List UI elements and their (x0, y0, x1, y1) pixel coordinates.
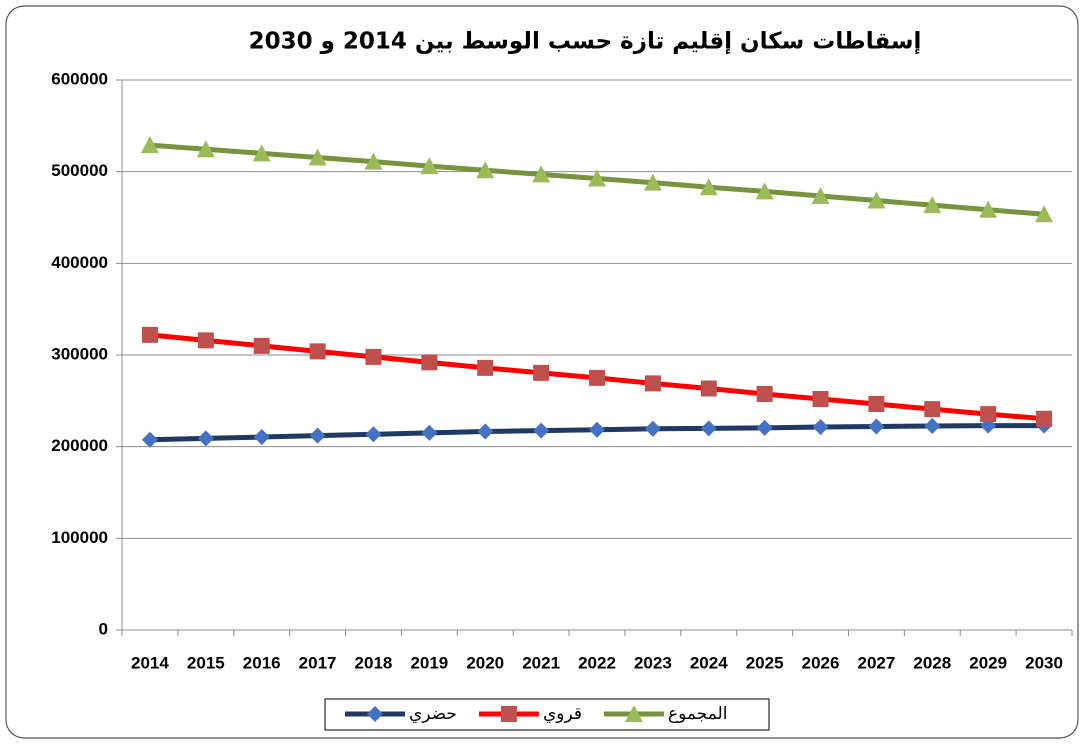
series-marker (477, 359, 494, 376)
series-marker (588, 169, 606, 187)
chart-title: إسقاطات سكان إقليم تازة حسب الوسط بين 20… (249, 29, 922, 55)
x-tick-label: 2022 (578, 653, 616, 672)
series-marker (253, 337, 270, 354)
series-marker (589, 421, 605, 438)
x-tick-label: 2017 (299, 653, 337, 672)
series-marker (755, 182, 774, 200)
series-marker (140, 136, 159, 154)
series-marker (1035, 205, 1054, 223)
series-marker (252, 144, 271, 162)
x-tick-label: 2025 (746, 653, 784, 672)
series-marker (980, 406, 997, 423)
series-marker (308, 148, 327, 166)
x-tick-label: 2020 (466, 653, 504, 672)
series-marker (700, 420, 717, 437)
series-marker (197, 332, 214, 349)
series-marker (421, 424, 438, 441)
y-tick-label: 400000 (51, 253, 108, 272)
series-marker (868, 396, 885, 413)
series-marker (196, 140, 215, 158)
series-marker (811, 186, 830, 204)
y-tick-label: 100000 (51, 528, 108, 547)
legend-label: المجموع (668, 704, 727, 724)
legend-marker (500, 706, 517, 722)
series-marker (476, 161, 495, 179)
series-marker (532, 165, 551, 183)
series-marker (141, 431, 158, 448)
x-tick-label: 2018 (355, 653, 393, 672)
series-marker (309, 343, 326, 360)
legend-label: قروي (543, 704, 582, 724)
series-marker (700, 380, 717, 397)
x-tick-label: 2023 (634, 653, 672, 672)
series-marker (420, 157, 439, 175)
x-tick-label: 2015 (187, 653, 225, 672)
series-marker (868, 418, 885, 435)
series-marker (924, 418, 941, 435)
x-tick-label: 2016 (243, 653, 281, 672)
x-tick-label: 2027 (857, 653, 895, 672)
x-tick-label: 2021 (522, 653, 560, 672)
x-tick-label: 2030 (1025, 653, 1063, 672)
series-marker (253, 429, 270, 446)
series-marker (365, 426, 382, 443)
series-marker (756, 385, 773, 402)
legend-label: حضري (409, 704, 457, 724)
x-tick-label: 2014 (131, 653, 169, 672)
series-marker (867, 191, 886, 209)
series-marker (643, 173, 662, 191)
series-marker (421, 354, 438, 371)
series-marker (533, 364, 550, 381)
y-tick-label: 200000 (51, 436, 108, 455)
x-tick-label: 2019 (410, 653, 448, 672)
series-marker (812, 418, 829, 435)
series-marker (924, 401, 941, 418)
series-marker (644, 420, 661, 437)
series-marker (365, 348, 382, 365)
series-marker (812, 391, 829, 407)
series-marker (699, 178, 718, 196)
series-marker (756, 419, 773, 436)
series-marker (923, 196, 942, 214)
series-marker (141, 326, 158, 343)
series-marker (364, 152, 383, 170)
series-marker (477, 423, 494, 440)
y-tick-label: 500000 (51, 161, 108, 180)
series-marker (644, 375, 661, 392)
x-tick-label: 2026 (802, 653, 840, 672)
series-marker (979, 200, 998, 218)
x-tick-label: 2029 (969, 653, 1007, 672)
x-tick-label: 2024 (690, 653, 728, 672)
legend-marker (624, 705, 643, 722)
series-marker (197, 430, 214, 447)
y-tick-label: 0 (99, 619, 108, 638)
series-marker (1036, 410, 1053, 427)
y-tick-label: 300000 (51, 344, 108, 363)
series-marker (533, 422, 550, 439)
y-tick-label: 600000 (51, 69, 108, 88)
legend-marker (367, 706, 383, 722)
series-marker (589, 369, 605, 386)
x-tick-label: 2028 (913, 653, 951, 672)
series-marker (309, 427, 326, 444)
